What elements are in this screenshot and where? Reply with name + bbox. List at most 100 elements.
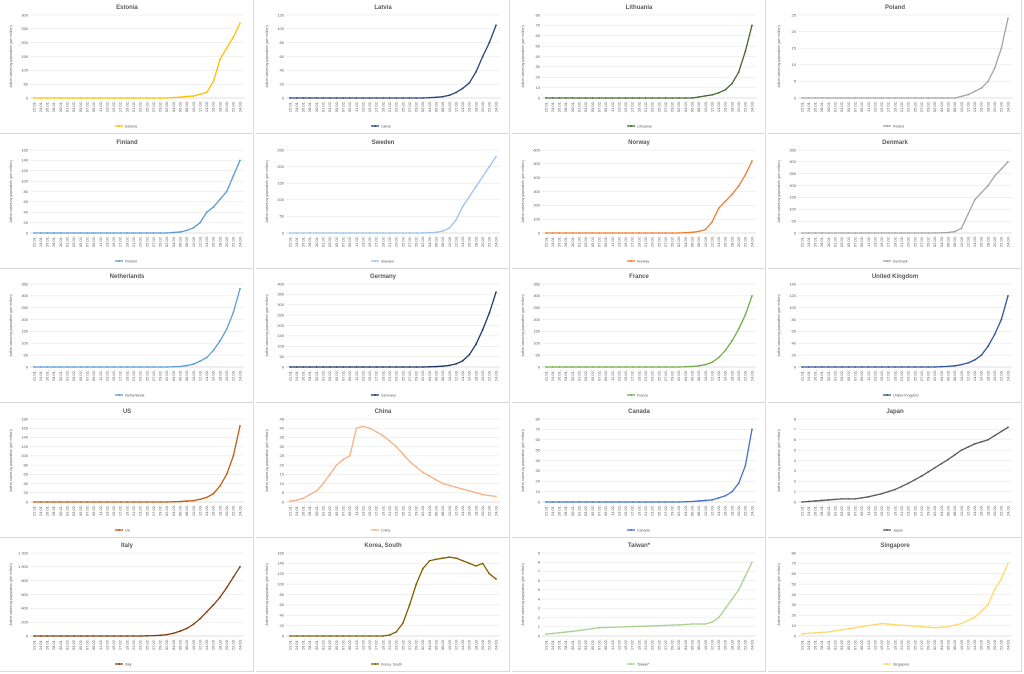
x-tick-label: 17.02. (630, 236, 635, 247)
x-tick-label: 25.02. (400, 370, 405, 381)
x-tick-label: 07.02. (84, 101, 89, 112)
y-tick-label: 140 (21, 157, 28, 162)
data-point (854, 497, 857, 500)
y-tick-label: 5 (794, 447, 797, 452)
chart-title: Japan (886, 409, 904, 415)
data-point (488, 41, 491, 44)
x-tick-label: 02.03. (420, 236, 425, 247)
y-axis-label: Active cases by population (per million) (777, 160, 781, 222)
x-tick-label: 06.03. (945, 639, 950, 650)
chart-panel-finland: Finland 0 20 40 60 80 100 120 140 160 Active cases… (0, 134, 254, 269)
y-tick-label: 150 (789, 194, 796, 199)
x-tick-label: 06.03. (689, 370, 694, 381)
x-tick-label: 24.01. (550, 236, 555, 247)
x-tick-label: 16.03. (723, 370, 728, 381)
x-tick-label: 15.02. (879, 639, 884, 650)
data-point (328, 366, 331, 368)
x-tick-label: 24.01. (294, 236, 299, 247)
data-point (638, 500, 640, 503)
data-point (1000, 167, 1003, 170)
data-point (1007, 160, 1009, 163)
data-point (724, 349, 727, 352)
x-tick-label: 07.02. (852, 639, 857, 650)
y-tick-label: 160 (21, 425, 28, 430)
x-tick-label: 20.03. (480, 236, 485, 247)
y-tick-label: 9 (538, 550, 541, 555)
x-tick-label: 18.03. (473, 101, 478, 112)
x-tick-label: 18.03. (985, 101, 990, 112)
x-tick-label: 04.03. (939, 639, 944, 650)
y-tick-label: 80 (536, 416, 541, 421)
data-point (328, 231, 331, 234)
data-point (867, 366, 870, 368)
chart-title: China (375, 409, 392, 415)
data-point (914, 478, 916, 481)
x-tick-label: 22.01. (799, 236, 804, 247)
chart-panel-china: China 0 5 10 15 20 25 30 35 40 45 Active cases by p… (256, 403, 510, 538)
x-tick-label: 14.03. (716, 639, 721, 650)
data-point (185, 364, 188, 367)
x-tick-label: 30.01. (314, 505, 319, 516)
data-point (821, 97, 823, 99)
data-point (1000, 318, 1003, 321)
y-tick-label: 5 (538, 587, 541, 592)
x-tick-label: 15.02. (879, 505, 884, 516)
data-point (801, 97, 803, 99)
x-tick-label: 25.02. (656, 639, 661, 650)
data-point (947, 625, 950, 628)
y-tick-label: 150 (277, 333, 284, 338)
x-tick-label: 08.03. (696, 370, 701, 381)
data-point (724, 607, 727, 610)
data-point (435, 230, 438, 233)
x-tick-label: 27.02. (919, 370, 924, 381)
chart-panel-japan: Japan 0 1 2 3 4 5 6 7 8 Active cases by population… (768, 403, 1022, 538)
data-point (475, 343, 477, 346)
data-point (678, 500, 680, 503)
x-tick-label: 30.01. (314, 639, 319, 650)
data-point (192, 95, 195, 97)
data-point (847, 366, 850, 368)
x-tick-label: 19.02. (124, 639, 129, 650)
data-point (185, 95, 188, 98)
data-point (894, 231, 896, 234)
x-tick-label: 07.02. (340, 236, 345, 247)
data-point (475, 491, 477, 494)
data-point (86, 635, 89, 637)
x-tick-label: 22.03. (231, 639, 236, 650)
series-line (290, 292, 497, 368)
x-tick-label: 26.01. (557, 505, 562, 516)
data-point (934, 366, 936, 368)
data-point (199, 617, 202, 620)
data-point (66, 500, 69, 503)
data-point (348, 366, 351, 368)
x-tick-label: 26.01. (301, 370, 306, 381)
data-point (624, 97, 627, 99)
x-tick-label: 21.02. (899, 370, 904, 381)
data-point (704, 95, 707, 97)
data-point (684, 97, 687, 99)
data-point (578, 500, 581, 503)
data-point (894, 366, 896, 368)
x-tick-label: 27.02. (919, 639, 924, 650)
x-tick-label: 30.01. (826, 236, 831, 247)
data-point (239, 424, 241, 427)
x-tick-label: 07.02. (340, 370, 345, 381)
data-point (159, 634, 162, 637)
y-tick-label: 0 (794, 230, 797, 235)
data-point (139, 97, 142, 99)
data-point (415, 231, 418, 234)
x-tick-label: 27.02. (151, 101, 156, 112)
data-point (106, 635, 108, 637)
data-point (927, 366, 930, 368)
data-point (172, 500, 175, 503)
data-point (232, 576, 235, 579)
chart-panel-italy: Italy 0 200 400 600 800 1 000 1 200 Active cases… (0, 538, 254, 672)
x-tick-label: 09.02. (91, 639, 96, 650)
x-tick-label: 24.03. (749, 236, 754, 247)
data-point (112, 97, 115, 99)
data-point (578, 97, 581, 99)
data-point (368, 231, 371, 234)
legend-label: France (637, 393, 648, 397)
